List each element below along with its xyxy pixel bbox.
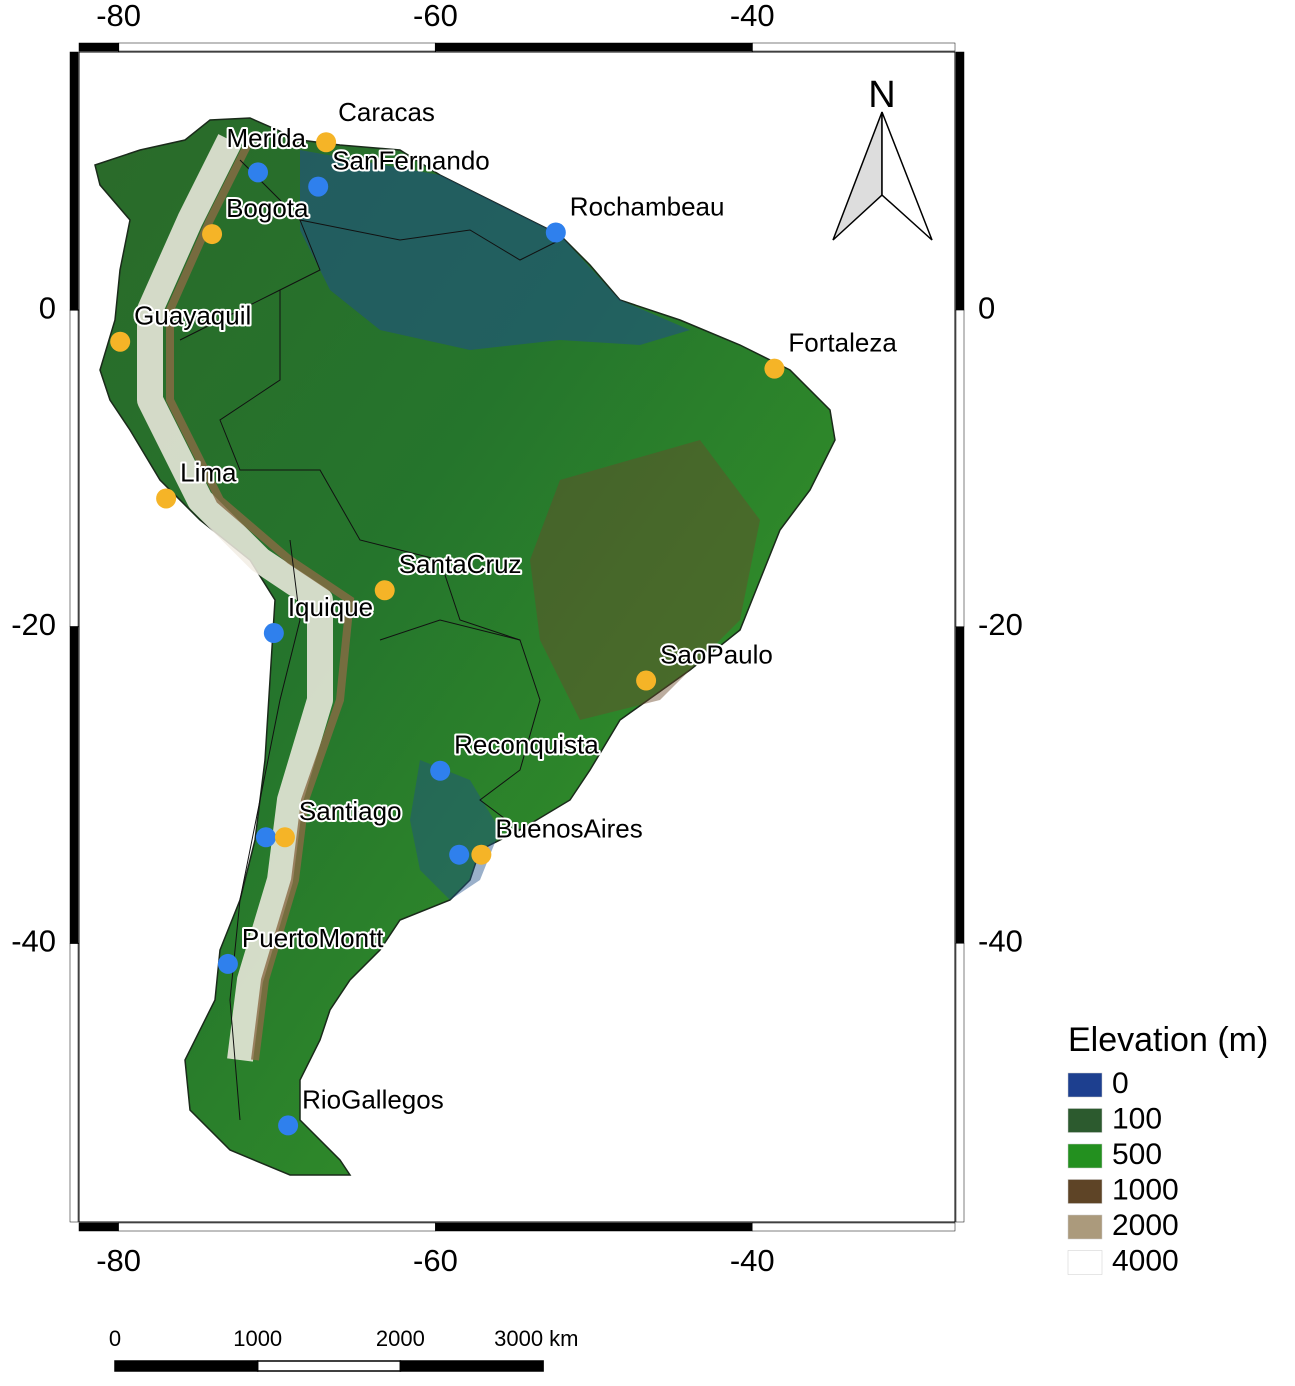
station-point <box>764 358 785 379</box>
frame-bar <box>118 42 436 52</box>
y-tick-label: -40 <box>11 924 56 959</box>
y-tick-label: -20 <box>978 607 1023 642</box>
legend-swatch <box>1067 1179 1103 1204</box>
x-tick-label: -40 <box>730 1243 775 1278</box>
station-label: SaoPaulo <box>660 639 773 669</box>
frame-bar <box>69 626 79 944</box>
station-point <box>110 331 131 352</box>
legend-label: 0 <box>1112 1067 1129 1100</box>
station-point <box>278 1115 299 1136</box>
station-point <box>471 844 492 865</box>
frame-bar <box>751 42 956 52</box>
scale-segment <box>399 1360 544 1372</box>
station-point <box>255 827 276 848</box>
legend-swatch <box>1067 1143 1103 1169</box>
frame-bar <box>69 51 79 311</box>
station-label: RioGallegos <box>302 1084 444 1114</box>
station-point <box>274 827 295 848</box>
amazon-lowland <box>300 150 690 350</box>
frame-bar <box>78 1222 119 1232</box>
station-label: SantaCruz <box>399 549 522 579</box>
station-point <box>636 670 657 691</box>
stations: Caracas Merida SanFernando Rochambeau Bogota… <box>110 95 899 1136</box>
station-label: Guayaquil <box>134 301 251 331</box>
frame-bar <box>78 42 119 52</box>
station-label: BuenosAires <box>495 814 642 844</box>
station-point <box>263 623 284 644</box>
station-point <box>156 488 177 509</box>
borders <box>179 159 561 1121</box>
station-label: Rochambeau <box>570 191 725 221</box>
north-label: N <box>868 74 895 116</box>
andes-foothills <box>166 138 355 1061</box>
legend-title: Elevation (m) <box>1068 1021 1268 1059</box>
legend-label: 2000 <box>1112 1209 1179 1242</box>
station-point <box>202 224 223 245</box>
station-label: Fortaleza <box>788 328 897 358</box>
andes <box>137 134 333 1062</box>
scale-label: 3000 <box>494 1326 543 1351</box>
station-label: Caracas <box>338 97 435 127</box>
station-label: Merida <box>227 123 307 153</box>
frame-bar <box>118 1222 436 1232</box>
station-point <box>374 580 395 601</box>
station-label: SanFernando <box>332 145 490 175</box>
station-label: PuertoMontt <box>242 923 384 953</box>
station-point <box>308 176 329 197</box>
north-arrow: N <box>832 74 933 241</box>
y-tick-label: 0 <box>978 290 995 325</box>
y-tick-label: -40 <box>978 924 1023 959</box>
frame-bar <box>69 309 79 627</box>
legend-swatch <box>1067 1108 1103 1133</box>
station-label: Bogota <box>226 193 309 223</box>
frame-bar <box>435 1222 753 1232</box>
legend-swatch <box>1067 1072 1103 1098</box>
frame-bar <box>955 51 965 311</box>
station-point <box>545 222 566 243</box>
scale-bar: 0 1000 2000 3000 km <box>109 1326 578 1372</box>
frame-bar <box>435 42 753 52</box>
x-tick-label: -60 <box>413 1243 458 1278</box>
legend-swatch <box>1067 1214 1103 1240</box>
station-point <box>248 162 269 183</box>
scale-unit: km <box>549 1326 578 1351</box>
x-tick-label: -80 <box>96 1243 141 1278</box>
station-label: Lima <box>180 457 237 487</box>
x-tick-label: -80 <box>96 0 141 33</box>
frame-bar <box>751 1222 956 1232</box>
frame-bar <box>955 309 965 627</box>
y-tick-label: -20 <box>11 607 56 642</box>
frame-bar <box>69 943 79 1223</box>
station-label: Iquique <box>288 592 373 622</box>
scale-label: 0 <box>109 1326 121 1351</box>
x-tick-label: -60 <box>413 0 458 33</box>
station-label: Santiago <box>299 796 402 826</box>
frame-bar <box>955 943 965 1223</box>
frame-bar <box>955 626 965 944</box>
station-label: Reconquista <box>454 730 599 760</box>
station-point <box>217 953 238 974</box>
legend-swatch <box>1067 1250 1103 1275</box>
x-tick-label: -40 <box>730 0 775 33</box>
scale-label: 1000 <box>233 1326 282 1351</box>
scale-segment <box>256 1360 402 1372</box>
legend-label: 1000 <box>1112 1173 1179 1206</box>
legend-label: 4000 <box>1112 1244 1179 1277</box>
scale-label: 2000 <box>376 1326 425 1351</box>
graticule-frame <box>69 42 965 1232</box>
legend-label: 100 <box>1112 1102 1162 1135</box>
brazil-highlands <box>530 440 760 720</box>
station-point <box>430 760 451 781</box>
y-tick-label: 0 <box>39 290 56 325</box>
station-point <box>449 844 470 865</box>
scale-segment <box>114 1360 259 1372</box>
station-point <box>316 132 337 153</box>
pampa-lowland <box>410 760 500 900</box>
legend-label: 500 <box>1112 1138 1162 1171</box>
tick-labels: -80 -80 -60 -60 -40 -40 0 0 -20 -20 -40 -40 <box>11 0 1023 1278</box>
